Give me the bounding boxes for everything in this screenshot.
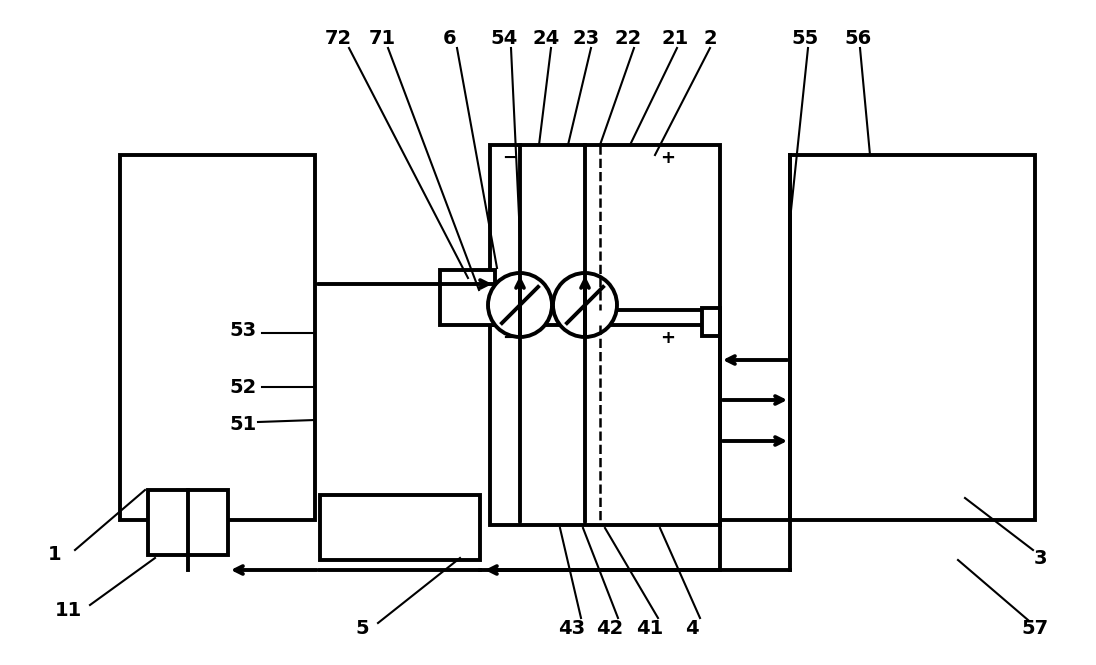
- Text: 56: 56: [844, 29, 871, 47]
- Text: 54: 54: [490, 29, 517, 47]
- Text: +: +: [661, 329, 675, 347]
- Circle shape: [553, 273, 617, 337]
- Bar: [703, 308, 720, 336]
- Text: 43: 43: [559, 618, 585, 638]
- Bar: [119, 155, 315, 520]
- Text: 21: 21: [661, 29, 688, 47]
- Text: 11: 11: [55, 600, 81, 620]
- Text: 2: 2: [704, 29, 717, 47]
- Text: 3: 3: [1034, 549, 1047, 567]
- Bar: [439, 270, 495, 325]
- Bar: [490, 145, 720, 310]
- Bar: [490, 325, 720, 525]
- Text: 23: 23: [572, 29, 600, 47]
- Text: 4: 4: [685, 618, 699, 638]
- Text: 53: 53: [229, 321, 256, 340]
- Text: 1: 1: [48, 545, 61, 565]
- Bar: [148, 490, 228, 555]
- Text: −: −: [502, 329, 517, 347]
- Text: 52: 52: [229, 378, 256, 396]
- Text: 51: 51: [229, 414, 256, 434]
- Text: 22: 22: [615, 29, 641, 47]
- Text: 24: 24: [533, 29, 560, 47]
- Bar: [790, 155, 1035, 520]
- Text: −: −: [502, 149, 517, 167]
- Bar: [320, 495, 480, 560]
- Circle shape: [488, 273, 552, 337]
- Text: 42: 42: [596, 618, 624, 638]
- Text: 5: 5: [355, 618, 369, 638]
- Text: 71: 71: [368, 29, 396, 47]
- Text: 57: 57: [1021, 618, 1049, 638]
- Text: 72: 72: [324, 29, 352, 47]
- Text: +: +: [661, 149, 675, 167]
- Text: 6: 6: [443, 29, 457, 47]
- Text: 41: 41: [637, 618, 663, 638]
- Text: 55: 55: [791, 29, 819, 47]
